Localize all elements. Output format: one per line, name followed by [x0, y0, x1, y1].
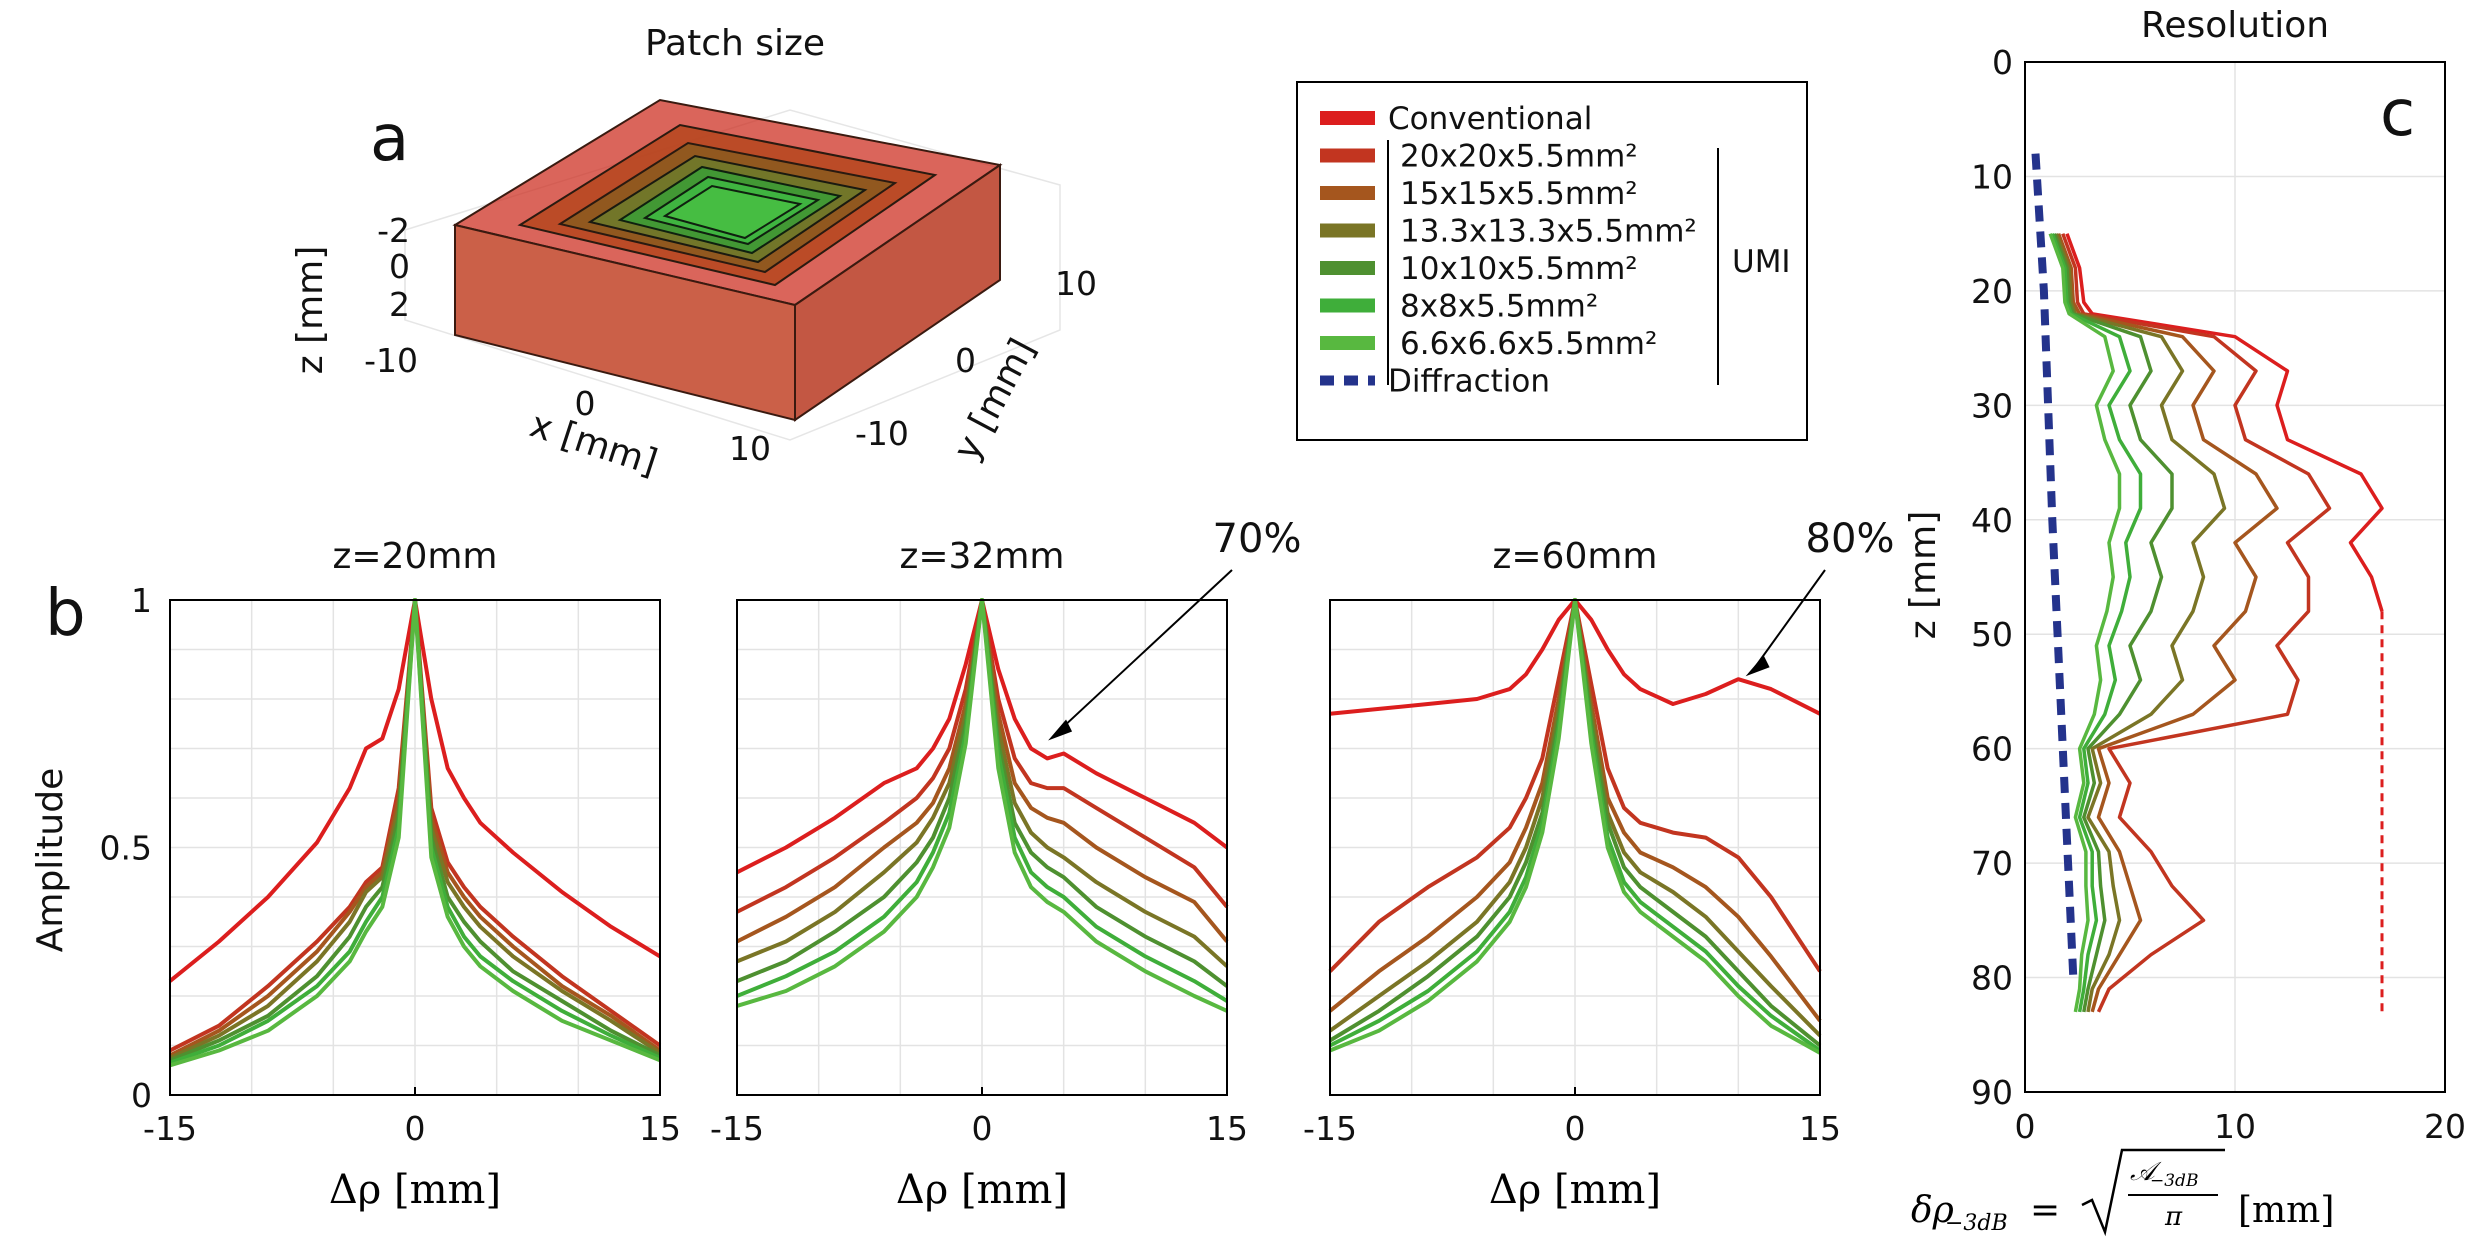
legend-box: [1296, 81, 1808, 441]
x-tick-label: -15: [143, 1109, 197, 1148]
legend-item-label: 20x20x5.5mm²: [1400, 139, 1638, 175]
legend-item-label: Diffraction: [1388, 364, 1550, 400]
legend-item-label: 6.6x6.6x5.5mm²: [1400, 326, 1657, 362]
y-tick-label: 0: [1992, 43, 2013, 82]
panel-a-z-tick: 2: [389, 285, 410, 324]
x-tick-label: 15: [1206, 1109, 1248, 1148]
y-tick-label: 80: [1971, 959, 2013, 998]
y-axis-label: z [mm]: [1903, 511, 1944, 640]
x-axis-label: Δρ [mm]: [896, 1167, 1068, 1213]
axes-box: [2024, 61, 2446, 1093]
panel-c-xlabel-den: π: [2164, 1202, 2183, 1232]
patch-size-3d-diagram: [404, 98, 1061, 441]
panel-b-ylabel: Amplitude: [30, 768, 71, 952]
legend-item-label: 8x8x5.5mm²: [1400, 289, 1598, 325]
legend-item-label: 13.3x13.3x5.5mm²: [1400, 214, 1697, 250]
legend-umi-label: UMI: [1732, 244, 1791, 280]
annotation-label: 70%: [1213, 516, 1302, 562]
x-tick-label: -15: [710, 1109, 764, 1148]
y-tick-label: 0: [131, 1076, 152, 1115]
panel-a-z-tick: 0: [389, 247, 410, 286]
series-line: [2061, 233, 2332, 1013]
y-tick-label: 70: [1971, 844, 2013, 883]
x-tick-label: 10: [2214, 1107, 2256, 1146]
amplitude-chart-3: -15 0 15 z=60mm Δρ [mm] 80%: [1303, 516, 1894, 1213]
panel-a-x-tick: 0: [575, 384, 596, 423]
x-tick-label: 0: [405, 1109, 426, 1148]
series-line: [1329, 598, 1821, 716]
panel-c-xlabel-eq: =: [2030, 1190, 2060, 1231]
panel-a-y-tick: 10: [1055, 264, 1097, 303]
series-line: [2050, 233, 2143, 1013]
x-tick-label: -15: [1303, 1109, 1357, 1148]
series-line: [2048, 233, 2122, 1013]
panel-b-label: b: [45, 577, 86, 651]
chart-title: Resolution: [2141, 5, 2329, 46]
series-line: [2031, 153, 2078, 978]
x-tick-label: 0: [972, 1109, 993, 1148]
y-tick-label: 10: [1971, 157, 2013, 196]
amplitude-chart-2: -15 0 15 z=32mm Δρ [mm] 70%: [710, 516, 1301, 1213]
legend-item-label: Conventional: [1388, 101, 1592, 137]
chart-title: z=60mm: [1492, 536, 1657, 577]
legend: Conventional20x20x5.5mm²15x15x5.5mm²13.3…: [1296, 81, 1808, 441]
panel-a-x-tick: -10: [364, 341, 418, 380]
x-axis-label: Δρ [mm]: [329, 1167, 501, 1213]
series-line: [736, 598, 1229, 875]
series-line: [736, 598, 1228, 1013]
panel-a-z-tick: -2: [377, 211, 410, 250]
legend-item-label: 15x15x5.5mm²: [1400, 176, 1638, 212]
x-tick-label: 0: [1565, 1109, 1586, 1148]
y-tick-label: 0.5: [100, 829, 152, 868]
y-tick-label: 1: [131, 581, 152, 620]
chart-title: z=20mm: [332, 536, 497, 577]
series-line: [2056, 233, 2279, 1013]
y-tick-label: 50: [1971, 615, 2013, 654]
panel-a-label: a: [370, 102, 409, 176]
panel-c-xlabel-unit: [mm]: [2238, 1190, 2334, 1231]
panel-a-x-tick: 10: [729, 429, 771, 468]
panel-c-xlabel-sub: −3dB: [1945, 1211, 2008, 1236]
series-line: [1329, 598, 1821, 1055]
panel-c-xlabel-prefix: δρ: [1911, 1190, 1954, 1231]
panel-c-label: c: [2380, 77, 2415, 151]
y-tick-label: 60: [1971, 730, 2013, 769]
chart-title: z=32mm: [899, 536, 1064, 577]
annotation-arrow: [1752, 569, 1826, 670]
annotation-arrowhead: [1745, 655, 1770, 677]
y-tick-label: 30: [1971, 386, 2013, 425]
x-tick-label: 15: [1799, 1109, 1841, 1148]
y-tick-label: 90: [1971, 1073, 2013, 1112]
x-tick-label: 0: [2015, 1107, 2036, 1146]
series-line: [2065, 233, 2384, 612]
x-axis-label: Δρ [mm]: [1489, 1167, 1661, 1213]
legend-item-label: 10x10x5.5mm²: [1400, 251, 1638, 287]
panel-a-y-tick: -10: [855, 414, 909, 453]
panel-a-title: Patch size: [645, 23, 825, 64]
x-tick-label: 20: [2424, 1107, 2466, 1146]
annotation-label: 80%: [1806, 516, 1895, 562]
panel-c-xlabel-num-sub: −3dB: [2150, 1171, 2198, 1191]
y-tick-label: 40: [1971, 501, 2013, 540]
annotation-arrow: [1055, 569, 1233, 735]
series-line: [2052, 233, 2174, 1013]
panel-c-xlabel-sqrt: [2081, 1148, 2225, 1237]
panel-a-y-tick: 0: [955, 341, 976, 380]
annotation-arrowhead: [1048, 719, 1073, 741]
series-line: [2054, 233, 2227, 1013]
panel-a-z-axis-label: z [mm]: [290, 246, 331, 375]
x-tick-label: 15: [639, 1109, 681, 1148]
y-tick-label: 20: [1971, 272, 2013, 311]
